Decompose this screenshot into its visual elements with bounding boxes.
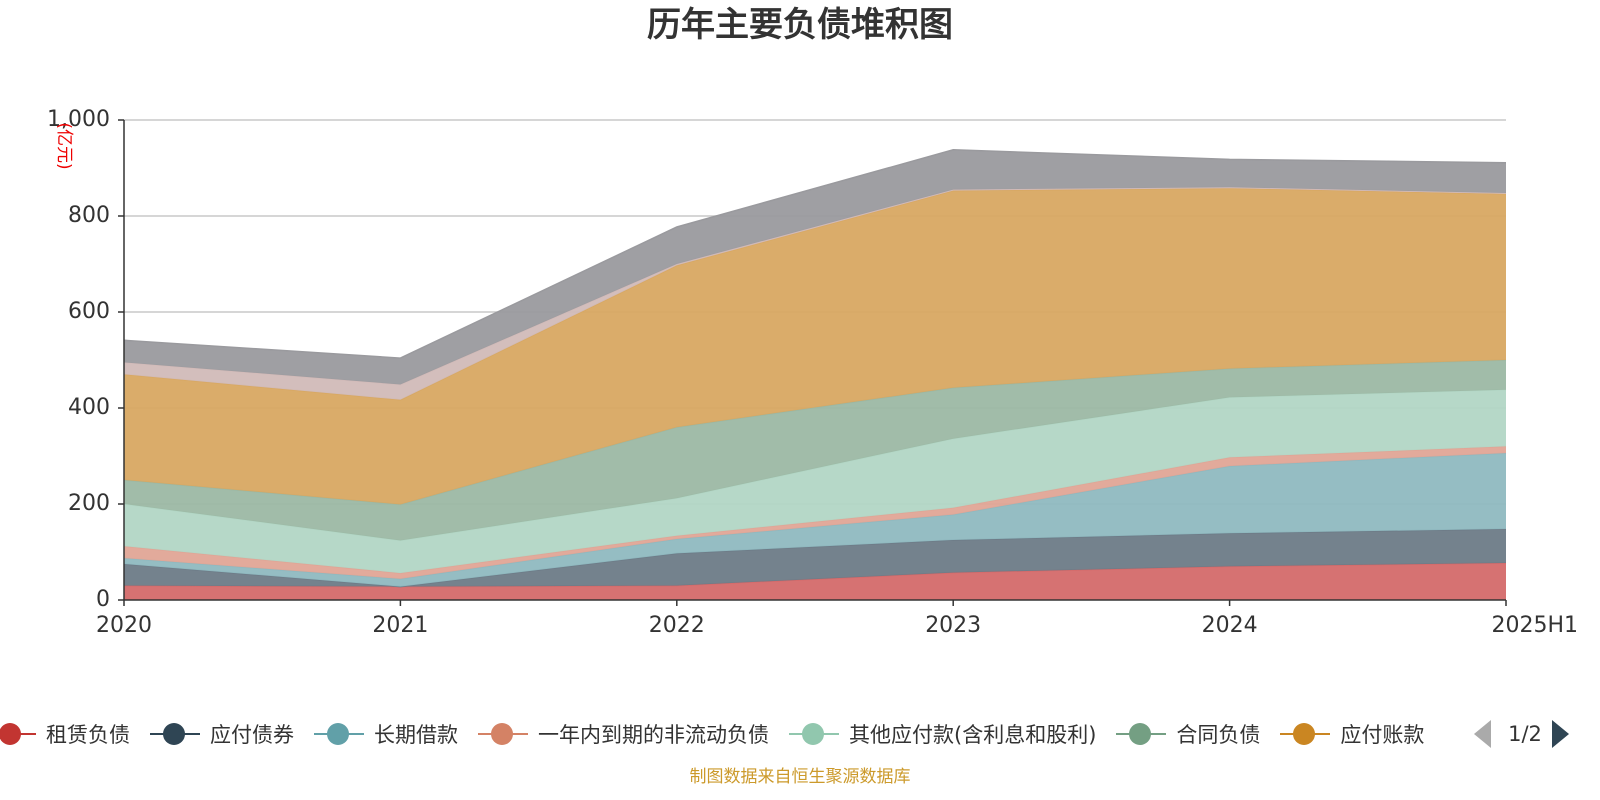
legend-viewport: 租赁负债 应付债券 长期借款 一年内到期的非流动负债 其他应付款(含利息和股利) 合同负债… (0, 716, 1472, 752)
legend-item-label: 合同负债 (1176, 723, 1261, 747)
legend-item-label: 一年内到期的非流动负债 (538, 723, 769, 747)
chart-title: 历年主要负债堆积图 (647, 5, 953, 45)
legend-item-4[interactable]: 其他应付款(含利息和股利) (789, 716, 1096, 752)
legend-marker-icon (478, 722, 528, 746)
y-axis-label: (亿元) (54, 122, 74, 169)
x-tick-label-3: 2023 (925, 613, 981, 638)
legend-marker-icon (314, 722, 364, 746)
area-series-2 (124, 453, 1506, 587)
y-tick-label-4: 800 (68, 203, 110, 228)
legend-item-1[interactable]: 应付债券 (150, 716, 294, 752)
legend-item-3[interactable]: 一年内到期的非流动负债 (478, 716, 769, 752)
legend-item-label: 长期借款 (374, 723, 458, 747)
legend-item-label: 应付账款 (1340, 723, 1425, 747)
legend: 租赁负债 应付债券 长期借款 一年内到期的非流动负债 其他应付款(含利息和股利) 合同负债… (0, 716, 1600, 752)
x-tick-label-4: 2024 (1202, 613, 1258, 638)
legend-track: 租赁负债 应付债券 长期借款 一年内到期的非流动负债 其他应付款(含利息和股利) 合同负债… (0, 716, 1444, 752)
legend-item-label: 其他应付款(含利息和股利) (849, 723, 1097, 747)
legend-marker-icon (0, 722, 36, 746)
x-tick-label-0: 2020 (96, 613, 152, 638)
y-tick-label-2: 400 (68, 395, 110, 420)
stacked-area-chart: 0 200 400 600 800 1,000 2020 2021 2022 2023 2024 20… (47, 107, 1578, 638)
legend-pager: 1/2 (1474, 716, 1600, 752)
area-series-0 (124, 563, 1506, 600)
legend-marker-icon (1280, 722, 1331, 746)
area-series-line-8 (123, 149, 1507, 359)
legend-page-info: 1/2 (1508, 722, 1542, 746)
area-series (123, 149, 1507, 600)
area-series-6 (124, 188, 1506, 505)
legend-marker-icon (789, 722, 839, 746)
legend-prev-page-button[interactable] (1474, 720, 1491, 748)
x-tick-label-2: 2022 (649, 613, 705, 638)
area-series-4 (124, 389, 1506, 574)
area-series-5 (124, 360, 1506, 541)
x-tick-label-5: 2025H1 (1491, 613, 1578, 638)
y-tick-label-1: 200 (68, 491, 110, 516)
y-tick-label-0: 0 (96, 587, 110, 612)
area-series-1 (124, 529, 1506, 587)
legend-item-label: 租赁负债 (46, 723, 130, 747)
legend-item-label: 应付债券 (210, 723, 294, 747)
legend-item-0[interactable]: 租赁负债 (0, 716, 130, 752)
legend-marker-icon (1116, 722, 1167, 746)
axes: 0 200 400 600 800 1,000 2020 2021 2022 2023 2024 20… (47, 107, 1578, 638)
area-series-3 (124, 446, 1506, 579)
legend-item-2[interactable]: 长期借款 (314, 716, 458, 752)
legend-item-6[interactable]: 应付账款 (1280, 716, 1424, 752)
area-series-7 (124, 187, 1506, 400)
legend-next-page-button[interactable] (1552, 720, 1569, 748)
legend-marker-icon (150, 722, 200, 746)
y-tick-label-3: 600 (68, 299, 110, 324)
legend-item-5[interactable]: 合同负债 (1116, 716, 1260, 752)
source-note: 制图数据来自恒生聚源数据库 (689, 767, 911, 787)
y-tick-label-5: 1,000 (47, 107, 110, 132)
x-tick-label-1: 2021 (372, 613, 428, 638)
